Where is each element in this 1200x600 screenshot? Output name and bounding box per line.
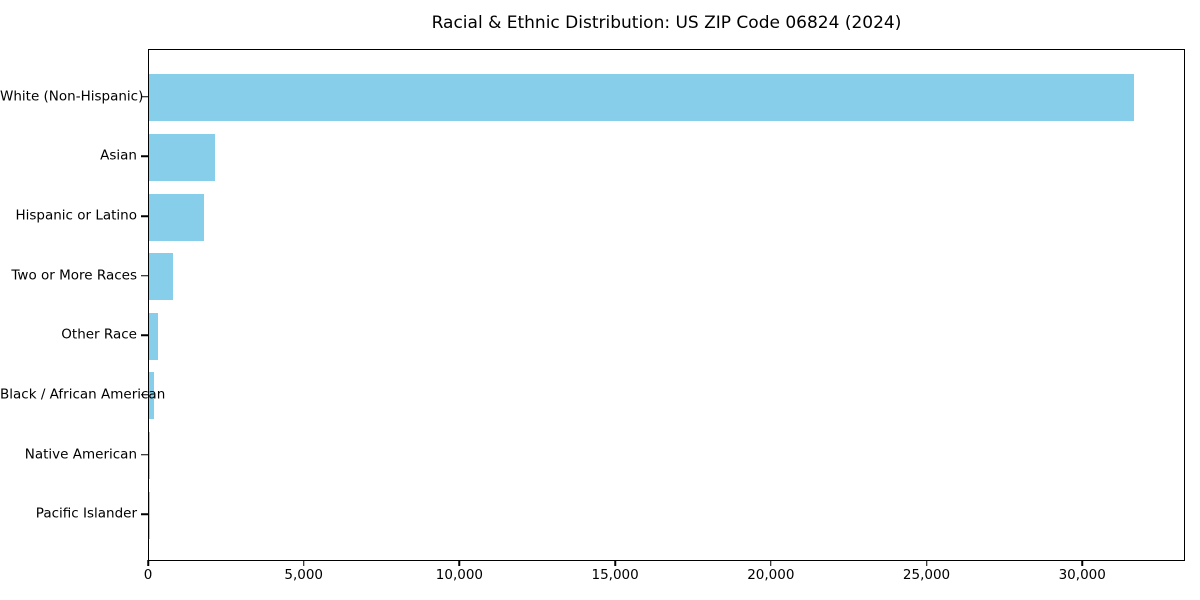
x-tick-5000 [302,560,305,566]
y-tick-asian [141,155,148,158]
y-label-white-non-hispanic: White (Non-Hispanic) [0,88,144,105]
bars-container [149,68,1184,545]
y-tick-other-race [141,334,148,337]
bar-asian [149,133,216,181]
y-tick-hispanic-or-latino [141,215,148,217]
x-tick-label-10000: 10,000 [435,567,484,583]
y-label-hispanic-or-latino: Hispanic or Latino [15,207,137,224]
bar-native-american [149,432,150,480]
x-tick-label-5000: 5,000 [284,567,324,583]
y-label-other-race: Other Race [61,326,137,343]
x-tick-label-20000: 20,000 [747,567,795,583]
y-tick-pacific-islander [141,513,148,515]
bar-hispanic-or-latino [149,193,204,241]
bar-row-black-african-american [149,366,1184,426]
x-tick-20000 [770,560,772,566]
y-tick-native-american [141,453,148,456]
bar-row-two-or-more-races [149,247,1184,307]
plot-area [148,49,1185,561]
chart-title: Racial & Ethnic Distribution: US ZIP Cod… [431,13,902,33]
x-tick-25000 [925,560,928,566]
y-label-native-american: Native American [24,445,137,462]
x-tick-label-0: 0 [143,567,153,583]
bar-row-asian [149,128,1184,188]
y-tick-white-non-hispanic [141,96,148,98]
bar-white-non-hispanic [149,74,1135,122]
bar-row-pacific-islander [149,485,1184,545]
y-label-asian: Asian [100,147,137,164]
bar-row-native-american [149,426,1184,486]
bar-black-african-american [149,372,154,420]
x-tick-10000 [458,560,461,566]
y-label-black-african-american: Black / African American [0,386,166,403]
bar-two-or-more-races [149,253,173,301]
x-tick-label-25000: 25,000 [902,567,951,583]
bar-row-white-non-hispanic [149,68,1184,128]
bar-other-race [149,312,158,360]
x-tick-30000 [1081,560,1083,566]
bar-row-other-race [149,307,1184,367]
y-tick-two-or-more-races [141,274,148,277]
x-tick-0 [147,560,149,566]
x-tick-15000 [614,560,616,566]
bar-row-hispanic-or-latino [149,187,1184,247]
y-label-two-or-more-races: Two or More Races [11,266,137,283]
x-tick-label-15000: 15,000 [591,567,639,583]
y-label-pacific-islander: Pacific Islander [35,505,137,522]
y-tick-black-african-american [141,394,148,396]
x-tick-label-30000: 30,000 [1058,567,1106,583]
